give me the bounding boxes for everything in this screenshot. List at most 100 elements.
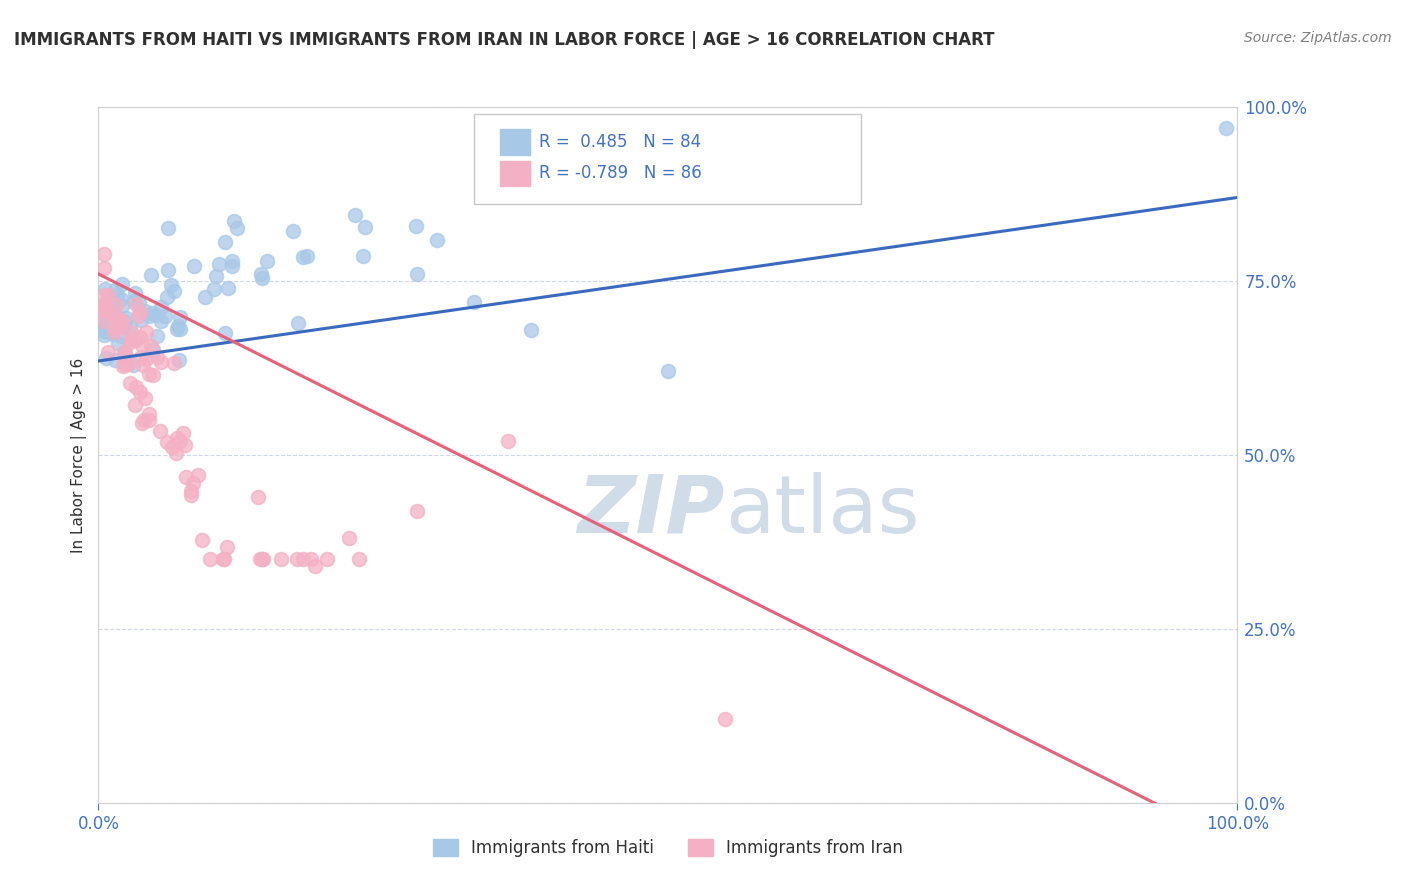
Point [124,286,146,301]
Point [172,425,194,440]
Point [169,434,191,449]
Point [101,316,124,330]
Point [191,533,214,547]
Point [150,300,173,314]
Point [163,284,186,298]
Point [115,350,138,364]
Y-axis label: In Labor Force | Age > 16: In Labor Force | Age > 16 [70,358,87,552]
Point [292,552,315,566]
Point [299,552,322,566]
Point [115,358,138,372]
Point [167,319,190,334]
FancyBboxPatch shape [474,114,862,204]
Point [138,368,160,382]
FancyBboxPatch shape [501,129,530,155]
Point [93,261,115,276]
Point [112,314,135,328]
Point [221,254,243,268]
Point [97,344,120,359]
Point [222,213,245,227]
Point [180,483,202,498]
Point [138,309,160,323]
Point [426,233,449,247]
Point [101,308,124,322]
Point [129,313,152,327]
Point [93,288,115,302]
Point [118,334,141,349]
Point [101,327,124,342]
Point [174,438,197,452]
Legend: Immigrants from Haiti, Immigrants from Iran: Immigrants from Haiti, Immigrants from I… [426,832,910,864]
Point [405,219,427,234]
Point [498,434,520,448]
Point [93,319,115,334]
Point [112,345,135,359]
Point [166,431,188,445]
Point [142,343,165,357]
Point [167,352,190,367]
Point [287,316,309,330]
Point [145,350,167,364]
Point [135,326,157,340]
Point [344,208,367,222]
Point [187,467,209,482]
Point [169,322,191,336]
Point [105,310,128,325]
Point [202,282,225,296]
Point [194,290,217,304]
Point [114,345,136,359]
Point [166,322,188,336]
Point [217,281,239,295]
Point [93,307,115,321]
Point [118,331,141,345]
Point [217,541,239,555]
Point [104,353,127,368]
Point [347,552,370,566]
Point [111,359,134,374]
Point [156,434,179,449]
Point [104,321,127,335]
Point [128,385,150,400]
Point [1215,120,1237,135]
Point [211,552,233,566]
Point [100,299,122,313]
Point [103,325,125,339]
Point [131,338,153,352]
Point [132,358,155,372]
Point [93,318,115,333]
Point [93,247,115,261]
Point [96,351,118,366]
Point [127,309,149,323]
Point [252,552,274,566]
Text: Source: ZipAtlas.com: Source: ZipAtlas.com [1244,31,1392,45]
Point [132,412,155,426]
Point [115,310,138,325]
Point [181,475,204,490]
Point [249,552,271,566]
Point [94,297,117,311]
Point [120,376,142,390]
Point [122,293,145,308]
Point [141,306,163,320]
Point [125,380,148,394]
Point [93,303,115,318]
Point [135,351,157,366]
Point [246,490,269,504]
Point [157,221,180,235]
Text: R = -0.789   N = 86: R = -0.789 N = 86 [538,164,702,183]
Point [463,294,485,309]
Point [160,440,183,454]
Point [250,267,273,281]
Point [156,263,179,277]
Point [124,334,146,348]
Point [134,304,156,318]
Point [270,552,292,566]
Point [122,359,145,373]
Point [156,290,179,304]
Point [125,297,148,311]
Point [145,329,167,343]
Point [112,357,135,371]
Point [107,335,129,350]
Point [104,308,127,322]
Point [214,326,236,340]
